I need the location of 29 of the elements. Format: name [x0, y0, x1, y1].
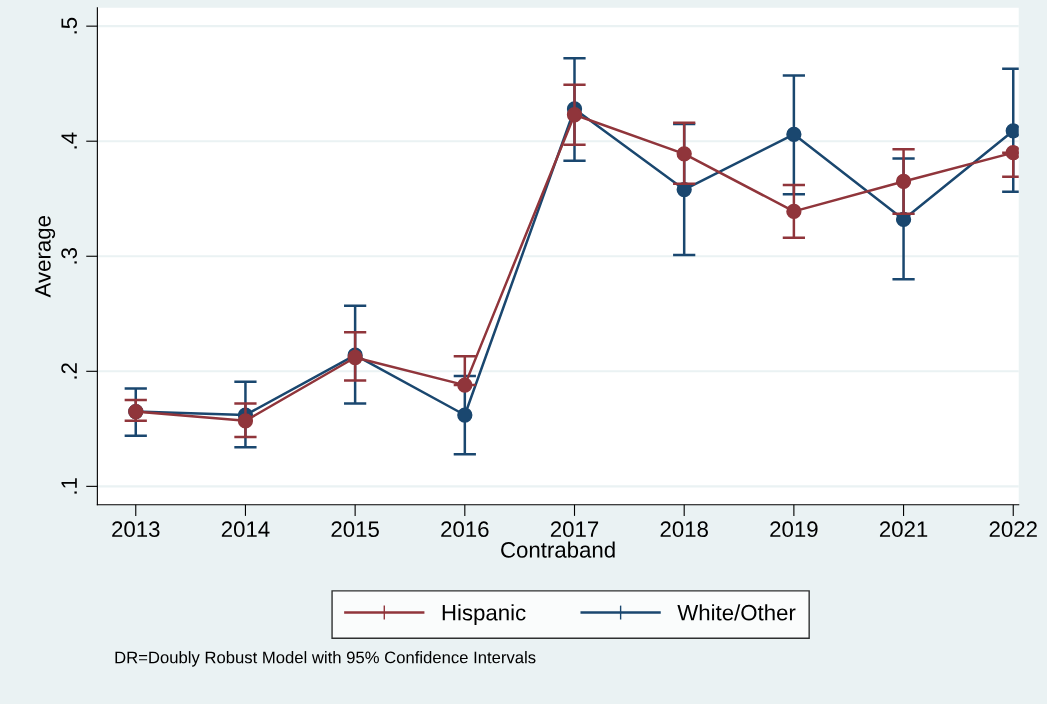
point: [457, 407, 473, 423]
x-tick-label: 2018: [660, 521, 708, 538]
y-tick-label: .4: [61, 132, 77, 149]
legend-label: Hispanic: [442, 604, 526, 625]
point: [1005, 145, 1019, 161]
point: [457, 377, 473, 393]
y-axis-title: Average: [35, 216, 56, 298]
x-tick-label: 2017: [550, 521, 599, 538]
x-tick-label: 2022: [989, 521, 1037, 538]
point: [237, 413, 254, 429]
x-tick-label: 2019: [770, 521, 818, 538]
legend-label: White/Other: [677, 604, 796, 621]
text: DR=Doubly Robust Model with 95% Confidence Intervals: [115, 651, 536, 667]
y-tick-label: .3: [61, 247, 78, 264]
x-tick-label: 2015: [331, 521, 379, 538]
point: [895, 173, 912, 190]
x-tick-label: 2016: [441, 521, 489, 538]
point: [1005, 123, 1019, 139]
point: [676, 146, 692, 162]
point: [786, 126, 802, 142]
point: [786, 203, 802, 220]
y-tick-label: .5: [61, 17, 78, 34]
x-tick-label: 2014: [221, 521, 270, 538]
x-axis-title: Contraband: [501, 541, 615, 558]
x-tick-label: 2021: [879, 521, 928, 538]
y-tick-label: .1: [61, 478, 77, 494]
x-tick-label: 2013: [112, 521, 160, 538]
point: [566, 107, 583, 123]
y-tick-label: .2: [61, 363, 77, 379]
